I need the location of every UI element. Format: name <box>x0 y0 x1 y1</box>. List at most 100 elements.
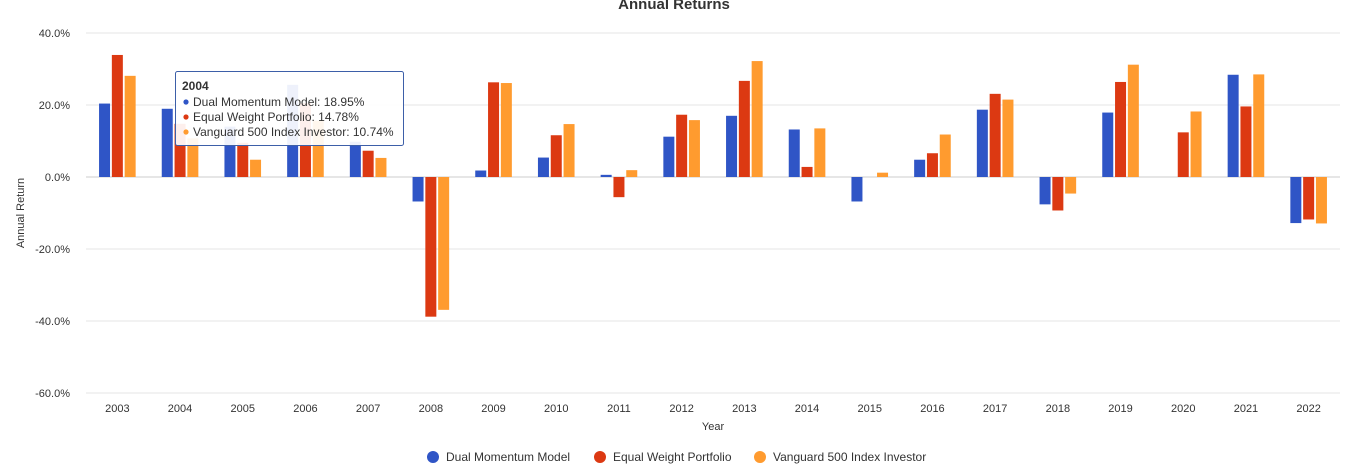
bar-vanguard-500-index-investor-2020[interactable] <box>1190 111 1202 177</box>
bar-dual-momentum-model-2011[interactable] <box>600 174 612 177</box>
bar-vanguard-500-index-investor-2022[interactable] <box>1315 177 1327 224</box>
x-tick-label: 2022 <box>1296 403 1320 415</box>
tooltip-marker <box>183 129 189 135</box>
bar-equal-weight-portfolio-2021[interactable] <box>1240 106 1252 177</box>
legend-item-equal-weight-portfolio[interactable]: Equal Weight Portfolio <box>594 450 732 464</box>
bar-equal-weight-portfolio-2017[interactable] <box>989 93 1001 177</box>
legend-item-dual-momentum-model[interactable]: Dual Momentum Model <box>427 450 570 464</box>
y-axis: 40.0% 20.0% 0.0% -20.0% -40.0% -60.0% <box>35 28 70 400</box>
chart-title: Annual Returns <box>618 0 730 13</box>
y-tick-label: -40.0% <box>35 316 70 328</box>
bar-dual-momentum-model-2004[interactable] <box>161 108 173 177</box>
x-tick-label: 2009 <box>481 403 505 415</box>
legend-label: Vanguard 500 Index Investor <box>773 450 926 464</box>
legend[interactable]: Dual Momentum Model Equal Weight Portfoli… <box>427 450 926 464</box>
bar-vanguard-500-index-investor-2017[interactable] <box>1002 99 1014 177</box>
bar-equal-weight-portfolio-2003[interactable] <box>111 54 123 177</box>
bar-dual-momentum-model-2016[interactable] <box>914 159 926 177</box>
x-axis-title: Year <box>702 421 725 433</box>
bar-vanguard-500-index-investor-2021[interactable] <box>1253 74 1265 177</box>
bar-vanguard-500-index-investor-2004[interactable] <box>187 138 199 177</box>
x-tick-label: 2020 <box>1171 403 1195 415</box>
y-tick-label: 0.0% <box>45 172 70 184</box>
legend-marker <box>594 451 606 463</box>
tooltip-marker <box>183 114 189 120</box>
bar-equal-weight-portfolio-2013[interactable] <box>738 80 750 177</box>
bar-dual-momentum-model-2008[interactable] <box>412 177 424 202</box>
bar-equal-weight-portfolio-2012[interactable] <box>676 114 688 177</box>
bar-dual-momentum-model-2007[interactable] <box>349 141 361 177</box>
bar-vanguard-500-index-investor-2006[interactable] <box>312 120 324 177</box>
bar-vanguard-500-index-investor-2019[interactable] <box>1127 64 1139 177</box>
x-tick-label: 2004 <box>168 403 192 415</box>
bars[interactable] <box>99 54 1327 317</box>
y-tick-label: 40.0% <box>39 28 70 40</box>
x-axis: 2003 2004 2005 2006 2007 2008 2009 2010 2011 2012… <box>105 403 1321 415</box>
bar-dual-momentum-model-2009[interactable] <box>475 170 487 177</box>
bar-equal-weight-portfolio-2011[interactable] <box>613 177 625 198</box>
legend-marker <box>427 451 439 463</box>
x-tick-label: 2003 <box>105 403 129 415</box>
x-tick-label: 2014 <box>795 403 819 415</box>
bar-vanguard-500-index-investor-2009[interactable] <box>500 83 512 177</box>
bar-equal-weight-portfolio-2005[interactable] <box>237 142 249 177</box>
y-axis-title: Annual Return <box>15 178 27 248</box>
bar-vanguard-500-index-investor-2010[interactable] <box>563 124 575 177</box>
y-tick-label: -20.0% <box>35 244 70 256</box>
legend-label: Dual Momentum Model <box>446 450 570 464</box>
x-tick-label: 2010 <box>544 403 568 415</box>
bar-dual-momentum-model-2014[interactable] <box>788 129 800 177</box>
x-tick-label: 2012 <box>669 403 693 415</box>
bar-equal-weight-portfolio-2020[interactable] <box>1177 132 1189 177</box>
tooltip-line: Dual Momentum Model: 18.95% <box>193 95 365 109</box>
bar-dual-momentum-model-2005[interactable] <box>224 126 236 177</box>
bar-vanguard-500-index-investor-2016[interactable] <box>939 134 951 177</box>
bar-dual-momentum-model-2017[interactable] <box>976 109 988 177</box>
tooltip: 2004 Dual Momentum Model: 18.95%Equal We… <box>175 71 404 146</box>
bar-equal-weight-portfolio-2008[interactable] <box>425 177 437 317</box>
bar-vanguard-500-index-investor-2005[interactable] <box>250 159 262 177</box>
bar-vanguard-500-index-investor-2014[interactable] <box>814 128 826 177</box>
legend-item-vanguard-500-index-investor[interactable]: Vanguard 500 Index Investor <box>754 450 926 464</box>
bar-equal-weight-portfolio-2009[interactable] <box>488 82 500 177</box>
bar-equal-weight-portfolio-2004[interactable] <box>174 123 186 177</box>
x-tick-label: 2007 <box>356 403 380 415</box>
x-tick-label: 2015 <box>858 403 882 415</box>
bar-vanguard-500-index-investor-2007[interactable] <box>375 157 387 177</box>
x-tick-label: 2008 <box>419 403 443 415</box>
bar-equal-weight-portfolio-2014[interactable] <box>801 166 813 177</box>
bar-vanguard-500-index-investor-2013[interactable] <box>751 61 763 177</box>
legend-label: Equal Weight Portfolio <box>613 450 732 464</box>
y-tick-label: 20.0% <box>39 100 70 112</box>
bar-dual-momentum-model-2015[interactable] <box>851 177 863 202</box>
bar-equal-weight-portfolio-2010[interactable] <box>550 135 562 177</box>
bar-dual-momentum-model-2019[interactable] <box>1102 112 1114 177</box>
bar-vanguard-500-index-investor-2018[interactable] <box>1065 177 1077 194</box>
bar-vanguard-500-index-investor-2008[interactable] <box>438 177 450 310</box>
tooltip-title: 2004 <box>182 79 209 93</box>
x-tick-label: 2017 <box>983 403 1007 415</box>
bar-equal-weight-portfolio-2019[interactable] <box>1115 81 1127 177</box>
bar-vanguard-500-index-investor-2012[interactable] <box>688 120 700 177</box>
x-tick-label: 2013 <box>732 403 756 415</box>
bar-dual-momentum-model-2010[interactable] <box>537 157 549 177</box>
tooltip-line: Equal Weight Portfolio: 14.78% <box>193 110 359 124</box>
bar-equal-weight-portfolio-2022[interactable] <box>1303 177 1315 220</box>
bar-dual-momentum-model-2012[interactable] <box>663 136 675 177</box>
bar-dual-momentum-model-2022[interactable] <box>1290 177 1302 224</box>
bar-dual-momentum-model-2021[interactable] <box>1227 74 1239 177</box>
x-tick-label: 2016 <box>920 403 944 415</box>
bar-dual-momentum-model-2003[interactable] <box>99 103 111 177</box>
bar-equal-weight-portfolio-2018[interactable] <box>1052 177 1064 211</box>
bar-vanguard-500-index-investor-2003[interactable] <box>124 75 136 177</box>
bar-dual-momentum-model-2018[interactable] <box>1039 177 1051 205</box>
x-tick-label: 2006 <box>293 403 317 415</box>
bar-equal-weight-portfolio-2007[interactable] <box>362 150 374 177</box>
tooltip-box <box>175 71 404 146</box>
tooltip-marker <box>183 99 189 105</box>
bar-vanguard-500-index-investor-2015[interactable] <box>877 172 889 177</box>
bar-equal-weight-portfolio-2016[interactable] <box>926 153 938 177</box>
bar-dual-momentum-model-2013[interactable] <box>726 115 738 177</box>
bar-vanguard-500-index-investor-2011[interactable] <box>626 170 638 177</box>
